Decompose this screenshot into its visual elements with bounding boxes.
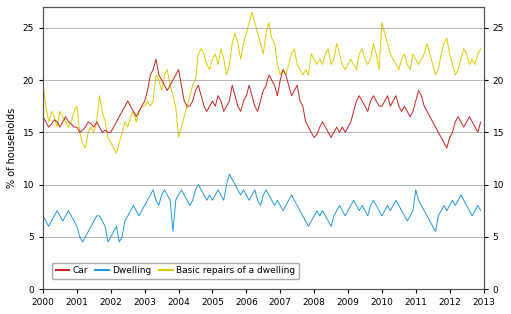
Y-axis label: % of households: % of households <box>7 108 17 188</box>
Legend: Car, Dwelling, Basic repairs of a dwelling: Car, Dwelling, Basic repairs of a dwelli… <box>52 263 299 279</box>
